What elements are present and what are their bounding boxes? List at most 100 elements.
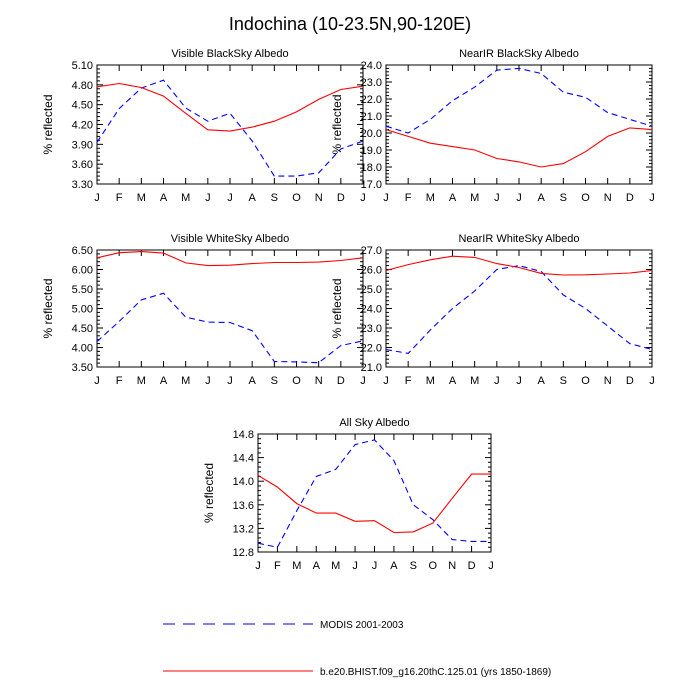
panel-title: Visible BlackSky Albedo	[171, 48, 288, 60]
y-tick-label: 24.0	[361, 304, 382, 316]
series-modis-line	[96, 79, 364, 177]
panel-all-sky: All Sky Albedo 12.8 13.2 13.6 14.0 14.4 14.8 J F…	[202, 417, 494, 572]
x-tick-label: A	[248, 192, 256, 204]
y-tick-label: 22.0	[361, 343, 382, 355]
x-tick-label: J	[352, 560, 358, 572]
y-tick-label: 20.0	[361, 128, 382, 140]
x-tick-label: A	[449, 192, 457, 204]
x-tick-label: D	[468, 560, 476, 572]
x-tick-label: D	[337, 375, 345, 387]
y-tick-label: 24.0	[361, 60, 382, 72]
x-tick-label: A	[160, 375, 168, 387]
x-tick-label: O	[428, 560, 437, 572]
y-axis-label: % reflected	[330, 94, 344, 154]
series-modis-line	[96, 292, 364, 364]
series-model-line	[96, 251, 364, 267]
x-tick-label: M	[137, 375, 146, 387]
x-tick-label: J	[360, 375, 366, 387]
y-tick-label: 5.00	[72, 304, 93, 316]
figure-title: Indochina (10-23.5N,90-120E)	[229, 14, 471, 34]
panel-nearir-blacksky: NearIR BlackSky Albedo 17.0 18.0 19.0 20.0 21…	[330, 48, 655, 204]
y-tick-label: 23.0	[361, 77, 382, 89]
x-tick-label: S	[560, 375, 567, 387]
x-tick-label: N	[604, 192, 612, 204]
legend: MODIS 2001-2003 b.e20.BHIST.f09_g16.20th…	[163, 620, 551, 678]
series-model-line	[385, 255, 653, 276]
x-tick-label: S	[410, 560, 417, 572]
y-tick-label: 26.0	[361, 265, 382, 277]
y-tick-label: 14.4	[233, 453, 254, 465]
y-tick-label: 14.8	[233, 429, 254, 441]
y-tick-label: 27.0	[361, 245, 382, 257]
y-tick-label: 21.0	[361, 362, 382, 374]
x-tick-label: J	[383, 192, 389, 204]
y-tick-label: 4.20	[72, 120, 93, 132]
y-tick-label: 5.10	[72, 60, 93, 72]
y-tick-label: 18.0	[361, 162, 382, 174]
x-tick-label: J	[516, 192, 522, 204]
x-tick-label: A	[537, 375, 545, 387]
x-tick-label: F	[405, 375, 412, 387]
x-tick-label: A	[313, 560, 321, 572]
panel-title: All Sky Albedo	[339, 417, 409, 429]
x-tick-label: F	[116, 375, 123, 387]
x-tick-label: O	[581, 192, 590, 204]
x-tick-label: F	[274, 560, 281, 572]
x-tick-label: O	[292, 192, 301, 204]
x-tick-label: S	[560, 192, 567, 204]
x-tick-label: M	[331, 560, 340, 572]
x-tick-label: M	[426, 192, 435, 204]
series-modis-line	[385, 67, 653, 134]
x-tick-label: J	[94, 192, 100, 204]
x-tick-label: J	[255, 560, 261, 572]
y-axis-label: % reflected	[330, 278, 344, 338]
x-tick-label: A	[160, 192, 168, 204]
x-tick-label: S	[271, 192, 278, 204]
y-tick-label: 17.0	[361, 179, 382, 191]
series-model-line	[96, 82, 364, 132]
x-tick-label: D	[626, 192, 634, 204]
x-tick-label: J	[205, 375, 211, 387]
y-tick-label: 4.50	[72, 323, 93, 335]
y-tick-label: 19.0	[361, 145, 382, 157]
x-tick-label: M	[426, 375, 435, 387]
y-axis-label: % reflected	[202, 463, 216, 523]
x-tick-label: J	[205, 192, 211, 204]
x-tick-label: D	[337, 192, 345, 204]
series-modis-line	[385, 265, 653, 354]
x-tick-label: O	[292, 375, 301, 387]
x-tick-label: J	[649, 192, 655, 204]
y-tick-label: 3.90	[72, 139, 93, 151]
y-tick-label: 14.0	[233, 476, 254, 488]
x-tick-label: M	[292, 560, 301, 572]
y-tick-label: 12.8	[233, 547, 254, 559]
panel-title: NearIR BlackSky Albedo	[459, 48, 579, 60]
panel-title: Visible WhiteSky Albedo	[171, 233, 289, 245]
y-tick-label: 4.00	[72, 343, 93, 355]
series-model-line	[257, 473, 491, 534]
panel-visible-whitesky: Visible WhiteSky Albedo 3.50 4.00 4.50 5.00 5…	[41, 233, 366, 387]
x-tick-label: J	[94, 375, 100, 387]
y-tick-label: 13.6	[233, 500, 254, 512]
y-tick-label: 6.00	[72, 265, 93, 277]
plot-frame	[96, 249, 364, 368]
series-modis-line	[257, 439, 491, 548]
x-tick-label: S	[271, 375, 278, 387]
y-axis-label: % reflected	[41, 94, 55, 154]
x-tick-label: J	[227, 375, 233, 387]
y-tick-label: 21.0	[361, 111, 382, 123]
x-tick-label: F	[116, 192, 123, 204]
x-tick-label: M	[181, 192, 190, 204]
x-tick-label: A	[390, 560, 398, 572]
legend-modis-label: MODIS 2001-2003	[320, 620, 404, 631]
panel-title: NearIR WhiteSky Albedo	[458, 233, 579, 245]
x-tick-label: J	[360, 192, 366, 204]
x-tick-label: N	[315, 375, 323, 387]
x-tick-label: J	[649, 375, 655, 387]
y-tick-label: 25.0	[361, 284, 382, 296]
x-tick-label: J	[372, 560, 378, 572]
y-tick-label: 23.0	[361, 323, 382, 335]
legend-model-label: b.e20.BHIST.f09_g16.20thC.125.01 (yrs 18…	[320, 667, 551, 678]
x-tick-label: A	[449, 375, 457, 387]
